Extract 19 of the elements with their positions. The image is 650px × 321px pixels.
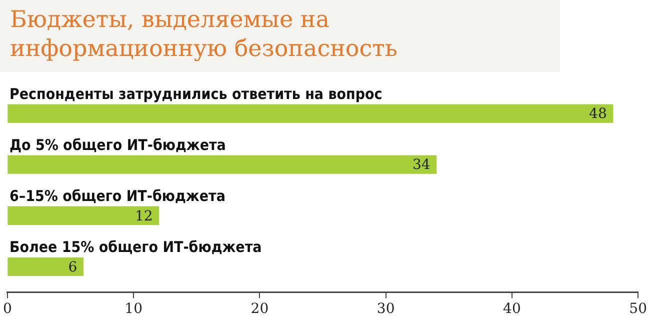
bar [8, 257, 84, 276]
data-label: 6 [68, 259, 78, 276]
data-label: 12 [134, 208, 153, 224]
y-tick-label: 6–15% общего ИТ-бюджета [9, 187, 226, 206]
data-label: 48 [589, 106, 607, 122]
y-tick-label: До 5% общего ИТ-бюджета [9, 136, 226, 154]
bar [8, 155, 437, 174]
chart-title: Бюджеты, выделяемые на информационную безопасность [0, 0, 560, 72]
x-tick-label: 50 [629, 301, 648, 318]
bar [8, 104, 614, 123]
data-label: 34 [412, 157, 430, 174]
y-tick-label: Респонденты затруднились ответить на вопрос [9, 84, 382, 103]
x-tick-label: 20 [250, 301, 269, 318]
x-tick-label: 40 [503, 301, 521, 318]
x-tick-label: 0 [2, 301, 12, 318]
bar [8, 206, 160, 225]
y-tick-label: Более 15% общего ИТ-бюджета [9, 238, 262, 256]
x-tick-label: 30 [376, 301, 395, 318]
x-tick-label: 10 [124, 301, 142, 318]
